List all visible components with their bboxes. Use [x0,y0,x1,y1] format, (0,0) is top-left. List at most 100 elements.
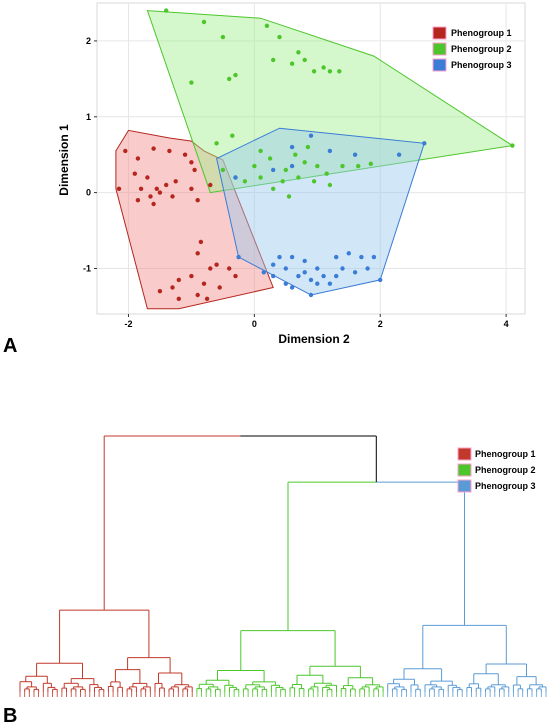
x-tick-label: 2 [378,319,383,329]
point-phenogroup-3 [233,175,238,180]
scatter-points [116,8,515,301]
point-phenogroup-1 [148,194,153,199]
point-phenogroup-3 [283,281,288,286]
point-phenogroup-2 [340,163,345,169]
point-phenogroup-3 [271,273,276,279]
point-phenogroup-3 [327,281,333,286]
point-phenogroup-1 [195,251,200,256]
legend-label-phenogroup-1: Phenogroup 1 [451,28,512,38]
point-phenogroup-3 [365,266,370,271]
point-phenogroup-2 [286,194,292,199]
y-tick-label: 2 [86,36,91,46]
point-phenogroup-2 [227,76,232,82]
point-phenogroup-3 [277,254,282,260]
point-phenogroup-3 [289,144,295,150]
panel-a-letter: A [3,335,17,357]
point-phenogroup-2 [311,179,317,184]
point-phenogroup-1 [145,175,150,180]
point-phenogroup-3 [308,292,314,298]
point-phenogroup-2 [267,156,273,161]
point-phenogroup-3 [296,273,301,279]
legend-swatch-phenogroup-2 [432,42,447,56]
point-phenogroup-2 [271,186,276,191]
point-phenogroup-2 [264,23,270,28]
point-phenogroup-1 [201,281,207,286]
point-phenogroup-3 [308,133,314,138]
point-phenogroup-2 [233,72,238,78]
dendrogram-tree [19,435,547,692]
point-phenogroup-3 [327,148,333,154]
x-axis-ticks: -2 0 2 4 [124,314,509,329]
point-phenogroup-1 [214,262,219,267]
scatter-plot-area [96,2,526,315]
point-phenogroup-3 [271,167,276,173]
point-phenogroup-1 [157,289,163,294]
point-phenogroup-2 [327,69,333,74]
point-phenogroup-3 [283,266,288,271]
point-phenogroup-2 [305,144,311,150]
hull-phenogroup-1 [115,129,274,310]
point-phenogroup-2 [510,143,515,148]
point-phenogroup-1 [151,201,156,207]
point-phenogroup-2 [242,179,248,184]
dendrogram-leaves [19,692,547,697]
point-phenogroup-3 [422,141,427,146]
legend-label-phenogroup-3: Phenogroup 3 [451,60,512,70]
point-phenogroup-2 [164,8,169,13]
point-phenogroup-1 [189,186,194,191]
hull-phenogroup-2 [146,10,514,194]
point-phenogroup-3 [261,270,266,275]
point-phenogroup-3 [289,254,295,260]
point-phenogroup-2 [280,179,285,184]
point-phenogroup-1 [204,296,210,301]
x-tick-label: 0 [252,319,257,329]
legend-label-phenogroup-1: Phenogroup 1 [475,449,536,459]
point-phenogroup-2 [258,148,263,154]
legend-swatch-phenogroup-2 [457,463,472,477]
point-phenogroup-2 [220,34,226,40]
point-phenogroup-3 [315,281,320,286]
x-axis-title: Dimension 2 [278,332,350,346]
point-phenogroup-2 [283,167,288,173]
point-phenogroup-1 [198,239,204,245]
point-phenogroup-2 [230,133,235,138]
scatter-legend: Phenogroup 1 Phenogroup 2 Phenogroup 3 [432,26,512,72]
panel-b-letter: B [3,705,17,727]
point-phenogroup-1 [151,146,156,151]
point-phenogroup-1 [195,198,200,203]
y-axis-ticks: -1 0 1 2 [83,36,97,273]
x-tick-label: 4 [504,319,509,329]
point-phenogroup-2 [201,19,207,25]
point-phenogroup-1 [167,148,172,154]
x-tick-label: -2 [124,319,132,329]
point-phenogroup-3 [334,254,339,260]
point-phenogroup-1 [164,182,169,188]
point-phenogroup-2 [252,163,257,169]
point-phenogroup-2 [189,80,194,85]
dendrogram-legend: Phenogroup 1 Phenogroup 2 Phenogroup 3 [457,447,536,493]
point-phenogroup-2 [289,61,295,66]
point-phenogroup-2 [220,167,226,173]
point-phenogroup-3 [352,152,358,157]
point-phenogroup-1 [176,296,181,301]
legend-swatch-phenogroup-3 [432,58,447,72]
point-phenogroup-2 [302,160,307,165]
point-phenogroup-1 [227,266,232,271]
point-phenogroup-2 [214,141,219,146]
legend-swatch-phenogroup-1 [432,26,447,40]
point-phenogroup-1 [154,186,159,191]
point-phenogroup-3 [302,270,307,275]
point-phenogroup-1 [189,160,194,165]
point-phenogroup-1 [208,266,213,271]
point-phenogroup-3 [371,254,377,260]
point-phenogroup-2 [311,69,317,74]
legend-label-phenogroup-2: Phenogroup 2 [451,44,512,54]
point-phenogroup-1 [173,179,178,184]
legend-label-phenogroup-3: Phenogroup 3 [475,481,536,491]
point-phenogroup-1 [233,273,238,279]
point-phenogroup-1 [176,277,181,283]
point-phenogroup-2 [296,175,301,180]
point-phenogroup-3 [396,152,402,157]
point-phenogroup-2 [293,152,298,157]
